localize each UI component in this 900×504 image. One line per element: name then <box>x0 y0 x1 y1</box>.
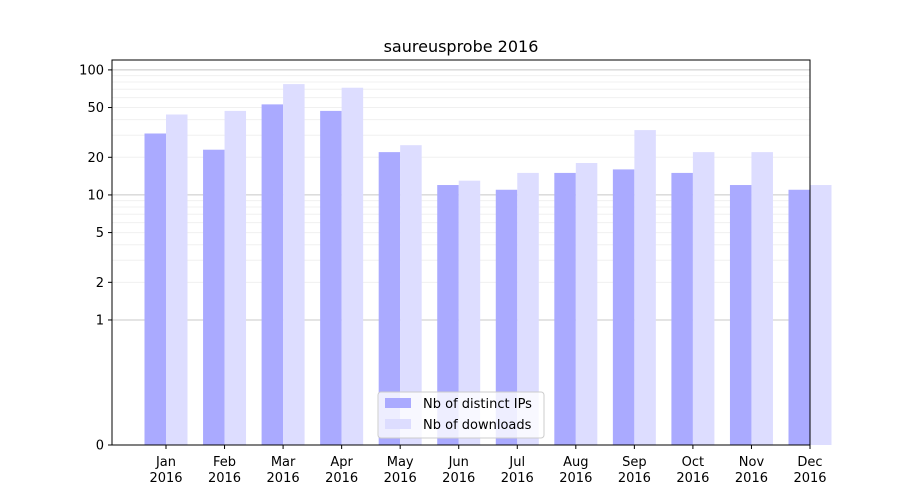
x-tick-label: Oct 2016 <box>676 455 709 486</box>
x-tick-label: Aug 2016 <box>559 455 592 486</box>
bar-downloads <box>810 185 832 445</box>
bar-downloads <box>634 130 656 445</box>
y-tick-label: 20 <box>87 151 104 166</box>
x-tick-label: Mar 2016 <box>267 455 300 486</box>
legend: Nb of distinct IPs Nb of downloads <box>377 391 545 439</box>
x-tick-label: Dec 2016 <box>793 455 826 486</box>
bar-downloads <box>166 114 188 445</box>
bar-downloads <box>575 163 598 445</box>
y-tick-label: 0 <box>96 439 104 454</box>
bar-distinct-ips <box>788 189 810 445</box>
chart-title: saureusprobe 2016 <box>384 37 539 56</box>
bar-downloads <box>692 152 715 445</box>
bar-distinct-ips <box>144 133 166 445</box>
x-tick-label: Nov 2016 <box>735 455 768 486</box>
bar-distinct-ips <box>203 149 225 446</box>
x-tick-label: Sep 2016 <box>618 455 651 486</box>
y-tick-label: 100 <box>79 63 104 78</box>
bar-distinct-ips <box>437 185 459 445</box>
legend-label-downloads: Nb of downloads <box>423 418 532 433</box>
y-tick-label: 10 <box>87 188 104 203</box>
legend-box <box>377 391 545 439</box>
bar-distinct-ips <box>554 172 576 445</box>
x-tick-label: Jul 2016 <box>501 455 534 486</box>
bar-downloads <box>751 152 773 445</box>
bar-distinct-ips <box>671 172 693 445</box>
bar-downloads <box>224 110 247 445</box>
bar-downloads <box>400 145 422 445</box>
bar-distinct-ips <box>612 169 635 445</box>
bar-downloads <box>517 172 539 445</box>
y-tick-label: 5 <box>96 226 104 241</box>
bar-distinct-ips <box>729 185 752 445</box>
x-tick-label: May 2016 <box>384 455 417 486</box>
bar-distinct-ips <box>495 189 518 445</box>
bar-downloads <box>283 84 305 446</box>
y-tick-label: 1 <box>96 313 104 328</box>
y-axis: 0 1 2 5 10 20 50 100 <box>79 63 112 454</box>
x-tick-label: Jan 2016 <box>149 455 182 486</box>
y-tick-label: 2 <box>96 276 104 291</box>
legend-swatch-downloads <box>385 419 411 429</box>
bar-downloads <box>341 87 364 445</box>
x-axis: Jan 2016 Feb 2016 Mar 2016 Apr 2016 May 2016 Jun 20… <box>149 445 827 486</box>
bar-distinct-ips <box>320 110 342 445</box>
bar-downloads <box>458 180 481 445</box>
bar-distinct-ips <box>378 152 401 445</box>
plot-frame <box>111 59 811 446</box>
x-tick-label: Feb 2016 <box>208 455 241 486</box>
legend-label-ips: Nb of distinct IPs <box>423 397 532 412</box>
x-tick-label: Apr 2016 <box>325 455 358 486</box>
legend-swatch-ips <box>385 398 411 408</box>
bars <box>144 84 832 446</box>
bar-distinct-ips <box>261 104 284 445</box>
y-tick-label: 50 <box>87 101 104 116</box>
x-tick-label: Jun 2016 <box>442 455 475 486</box>
